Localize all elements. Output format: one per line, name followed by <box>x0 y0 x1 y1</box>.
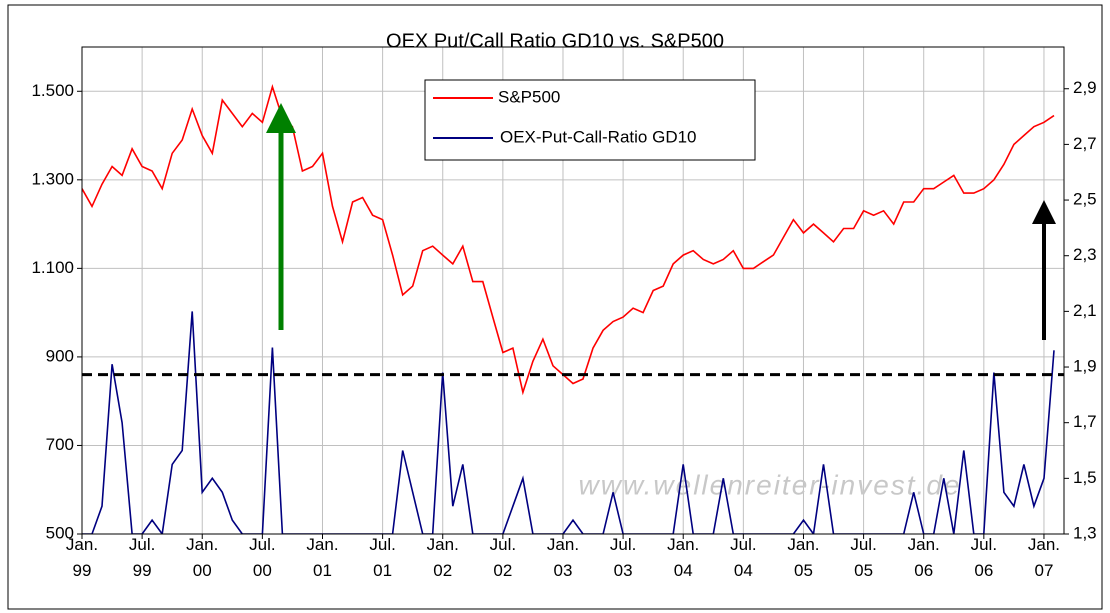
x-tick-label: Jul. 06 <box>971 535 997 580</box>
y-tick-label: 1.300 <box>31 169 74 188</box>
x-tick-label: Jul. 04 <box>730 535 756 580</box>
y2-tick-label: 1,9 <box>1073 357 1097 376</box>
y2-tick-label: 2,9 <box>1073 78 1097 97</box>
y2-tick-label: 2,1 <box>1073 301 1097 320</box>
legend-box <box>424 79 756 161</box>
y-tick-label: 900 <box>46 346 74 365</box>
y-tick-label: 500 <box>46 523 74 542</box>
x-tick-label: Jan. 02 <box>427 535 459 580</box>
series-line <box>82 84 1055 396</box>
x-tick-label: Jul. 05 <box>850 535 876 580</box>
y2-tick-label: 2,3 <box>1073 245 1097 264</box>
x-tick-label: Jan. 04 <box>667 535 699 580</box>
x-tick-label: Jul. 02 <box>490 535 516 580</box>
x-tick-label: Jul. 00 <box>249 535 275 580</box>
y-tick-label: 1.100 <box>31 258 74 277</box>
x-tick-label: Jul. 99 <box>129 535 155 580</box>
x-tick-label: Jan. 03 <box>547 535 579 580</box>
watermark: www.wellenreiter-invest.de <box>579 469 962 500</box>
y2-tick-label: 1,7 <box>1073 412 1097 431</box>
y-tick-label: 700 <box>46 435 74 454</box>
series-line <box>82 311 1055 534</box>
y-tick-label: 1.500 <box>31 81 74 100</box>
x-tick-label: Jul. 01 <box>369 535 395 580</box>
chart-title: OEX Put/Call Ratio GD10 vs. S&P500 <box>386 30 724 52</box>
x-tick-label: Jan. 01 <box>306 535 338 580</box>
plot-border <box>81 46 1065 535</box>
y2-tick-label: 2,7 <box>1073 134 1097 153</box>
x-tick-label: Jan. 06 <box>908 535 940 580</box>
legend-label: S&P500 <box>498 87 560 106</box>
legend-label: OEX-Put-Call-Ratio GD10 <box>500 127 697 146</box>
x-tick-label: Jan. 05 <box>787 535 819 580</box>
y2-tick-label: 1,3 <box>1073 523 1097 542</box>
x-tick-label: Jan. 00 <box>186 535 218 580</box>
y2-tick-label: 2,5 <box>1073 190 1097 209</box>
legend: S&P500 OEX-Put-Call-Ratio GD10 <box>424 79 756 161</box>
x-tick-label: Jul. 03 <box>610 535 636 580</box>
y2-tick-label: 1,5 <box>1073 468 1097 487</box>
x-tick-label: Jan. 99 <box>66 535 98 580</box>
x-tick-label: Jan. 07 <box>1028 535 1060 580</box>
